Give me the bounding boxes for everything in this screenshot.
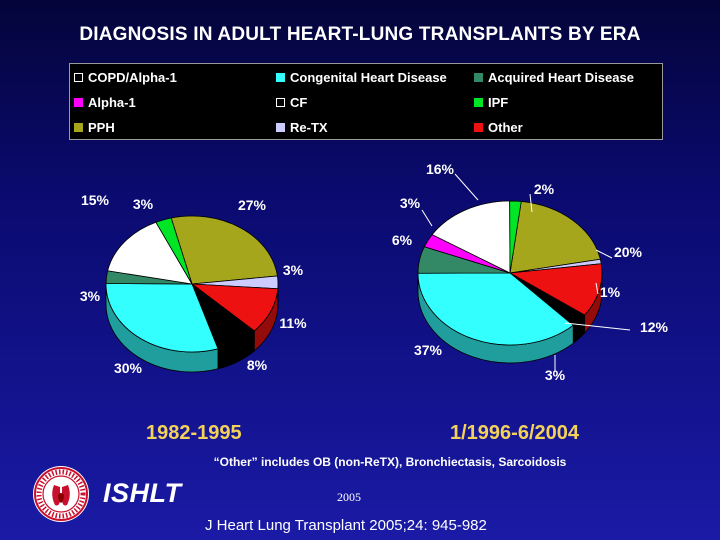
label-leader-line (564, 322, 631, 331)
citation: J Heart Lung Transplant 2005;24: 945-982 (205, 517, 487, 534)
label-leader-line (421, 209, 433, 227)
legend-swatch-ipf (474, 98, 483, 107)
legend-swatch-cf (276, 98, 285, 107)
legend-item-pph: PPH (74, 120, 115, 135)
legend-item-cf: CF (276, 95, 307, 110)
label-leader-line (595, 282, 599, 295)
legend-swatch-retx (276, 123, 285, 132)
era-label-1982-1995: 1982-1995 (146, 422, 242, 444)
slice-label: 3% (283, 262, 304, 278)
slice-label: 20% (614, 244, 643, 260)
slice-label: 30% (114, 360, 143, 376)
legend-item-ipf: IPF (474, 95, 508, 110)
pie-slice-pph (170, 215, 278, 285)
slice-label: 1% (600, 284, 621, 300)
label-leader-line (529, 193, 533, 213)
slice-label: 3% (80, 288, 101, 304)
legend-swatch-pph (74, 123, 83, 132)
footnote: “Other” includes OB (non-ReTX), Bronchie… (213, 455, 567, 469)
legend-swatch-copd (74, 73, 83, 82)
pie-slice-copd-alpha-1 (107, 221, 193, 285)
pie-labels-1996-2004: 20% 1% 12% 3% 37% 6% 3% 16% 2% (392, 161, 669, 383)
legend-item-other: Other (474, 120, 523, 135)
slice-label: 3% (400, 195, 421, 211)
legend-swatch-congenital (276, 73, 285, 82)
slice-label: 2% (534, 181, 555, 197)
label-leader-line (454, 173, 479, 201)
pie-slice-congenital-heart-disease (417, 272, 574, 346)
legend-item-acquired: Acquired Heart Disease (474, 70, 634, 85)
slice-label: 12% (640, 319, 669, 335)
pie-slice-ipf (509, 200, 522, 274)
slice-label: 37% (414, 342, 443, 358)
ishlt-seal-logo (33, 466, 89, 522)
pie-slice-copd-alpha-1 (431, 200, 511, 274)
ishlt-text: ISHLT (103, 478, 182, 508)
legend: COPD/Alpha-1 Congenital Heart Disease Ac… (69, 63, 663, 140)
slice-label: 8% (247, 357, 268, 373)
pie-slice-ipf (155, 217, 193, 285)
year-label: 2005 (337, 490, 361, 504)
slice-label: 16% (426, 161, 455, 177)
legend-swatch-acquired (474, 73, 483, 82)
slice-label: 3% (545, 367, 566, 383)
legend-swatch-other (474, 123, 483, 132)
pie-slice-congenital-heart-disease (105, 283, 219, 353)
label-leader-line (595, 249, 613, 259)
chart-title: DIAGNOSIS IN ADULT HEART-LUNG TRANSPLANT… (79, 24, 641, 45)
pie-slice-other (508, 263, 603, 316)
pie-1996-2004 (417, 200, 603, 364)
slice-label: 11% (279, 315, 307, 331)
legend-item-alpha1: Alpha-1 (74, 95, 136, 110)
slice-label: 6% (392, 232, 413, 248)
era-label-1996-2004: 1/1996-6/2004 (450, 422, 580, 444)
legend-item-copd: COPD/Alpha-1 (74, 70, 177, 85)
legend-item-retx: Re-TX (276, 120, 328, 135)
slice-label: 27% (238, 197, 267, 213)
pie-1982-1995 (105, 215, 279, 373)
legend-item-congenital: Congenital Heart Disease (276, 70, 447, 85)
pie-slice-pph (509, 201, 601, 274)
pie-labels-1982-1995: 27% 3% 11% 8% 30% 3% 15% 3% (80, 192, 307, 376)
legend-swatch-alpha1 (74, 98, 83, 107)
slice-label: 15% (81, 192, 110, 208)
slice-label: 3% (133, 196, 154, 212)
